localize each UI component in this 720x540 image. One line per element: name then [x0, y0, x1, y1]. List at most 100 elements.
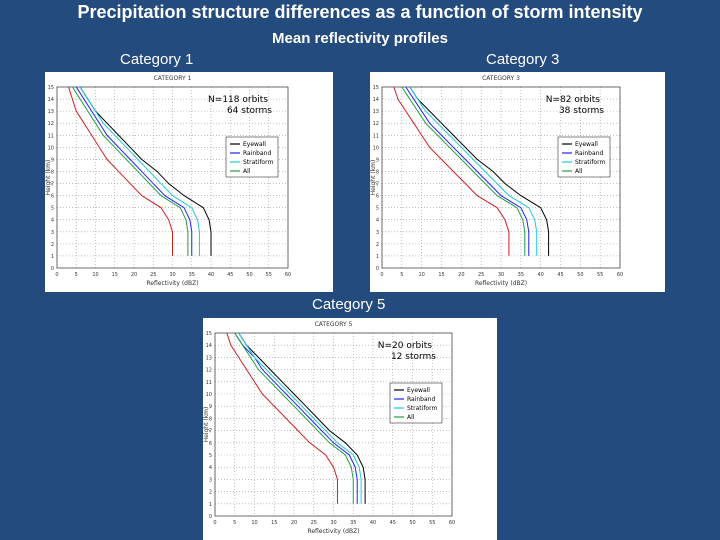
- profile-line: [71, 86, 189, 256]
- y-tick-label: 8: [51, 169, 54, 175]
- legend-label: Eyewall: [407, 387, 430, 394]
- y-axis-label: Height (km): [203, 407, 210, 443]
- legend-label: Rainband: [407, 396, 435, 403]
- x-tick-label: 35: [189, 272, 195, 278]
- y-tick-label: 6: [376, 194, 379, 200]
- y-tick-label: 10: [373, 145, 379, 151]
- x-tick-label: 40: [208, 272, 214, 278]
- chart-panel: CATEGORY 10 5 10 15 20 25 30 35 40 45 50 55 60012345…: [45, 72, 333, 292]
- y-tick-label: 0: [51, 266, 54, 272]
- x-tick-label: 60: [449, 520, 455, 526]
- legend-label: Stratiform: [407, 405, 437, 412]
- plot-frame: [381, 86, 621, 269]
- y-tick-label: 7: [376, 182, 379, 188]
- y-tick-label: 11: [373, 133, 379, 139]
- y-tick-label: 15: [373, 85, 379, 91]
- x-tick-label: 35: [350, 520, 356, 526]
- x-axis-label: Reflectivity (dBZ): [307, 528, 359, 535]
- x-tick-label: 0: [380, 272, 383, 278]
- x-tick-label: 45: [227, 272, 233, 278]
- y-tick-label: 3: [209, 477, 212, 483]
- y-tick-label: 7: [209, 429, 212, 435]
- plot-frame: [214, 332, 453, 517]
- x-tick-label: 35: [518, 272, 524, 278]
- y-tick-label: 7: [51, 182, 54, 188]
- profile-line: [234, 332, 358, 504]
- x-tick-label: 55: [266, 272, 272, 278]
- slide-subtitle: Mean reflectivity profiles: [272, 30, 448, 47]
- y-tick-label: 10: [206, 392, 212, 398]
- x-axis-label: Reflectivity (dBZ): [146, 280, 198, 287]
- legend-label: Eyewall: [575, 141, 598, 148]
- plot-frame: [56, 86, 289, 269]
- y-tick-label: 1: [51, 254, 54, 260]
- y-tick-label: 10: [48, 145, 54, 151]
- legend-label: All: [575, 168, 583, 175]
- annotation: 12 storms: [391, 352, 436, 362]
- y-tick-label: 9: [209, 404, 212, 410]
- profile-line: [405, 86, 530, 256]
- y-tick-label: 9: [376, 157, 379, 163]
- x-tick-label: 45: [390, 520, 396, 526]
- profile-line: [409, 86, 538, 256]
- y-axis-label: Height (km): [45, 160, 52, 196]
- profile-line: [238, 332, 366, 504]
- x-tick-label: 25: [150, 272, 156, 278]
- y-tick-label: 15: [206, 331, 212, 337]
- profile-line: [226, 332, 338, 504]
- legend-label: All: [243, 168, 251, 175]
- profile-line: [409, 86, 550, 256]
- x-tick-label: 60: [617, 272, 623, 278]
- y-tick-label: 11: [48, 133, 54, 139]
- x-tick-label: 5: [75, 272, 78, 278]
- chart-title: CATEGORY 3: [482, 75, 520, 82]
- x-tick-label: 20: [458, 272, 464, 278]
- annotation: 64 storms: [227, 106, 272, 116]
- x-tick-label: 50: [409, 520, 415, 526]
- x-tick-label: 0: [213, 520, 216, 526]
- y-tick-label: 14: [206, 343, 212, 349]
- y-tick-label: 6: [51, 194, 54, 200]
- x-tick-label: 10: [251, 520, 257, 526]
- slide-title: Precipitation structure differences as a…: [77, 2, 643, 22]
- y-tick-label: 4: [209, 465, 212, 471]
- y-tick-label: 5: [376, 206, 379, 212]
- chart-title: CATEGORY 5: [315, 321, 353, 328]
- annotation: N=82 orbits: [546, 95, 601, 105]
- y-tick-label: 1: [376, 254, 379, 260]
- y-tick-label: 15: [48, 85, 54, 91]
- profile-line: [234, 332, 354, 504]
- y-tick-label: 2: [376, 242, 379, 248]
- y-tick-label: 11: [206, 380, 212, 386]
- chart-panel: CATEGORY 50 5 10 15 20 25 30 35 40 45 50 55 60012345…: [203, 318, 497, 540]
- profile-line: [393, 86, 510, 256]
- y-tick-label: 14: [48, 97, 54, 103]
- y-tick-label: 4: [376, 218, 379, 224]
- profile-line: [79, 86, 212, 256]
- x-axis-label: Reflectivity (dBZ): [475, 280, 527, 287]
- x-tick-label: 5: [233, 520, 236, 526]
- profile-line: [68, 86, 173, 256]
- x-tick-label: 20: [291, 520, 297, 526]
- y-axis-label: Height (km): [370, 160, 377, 196]
- legend-label: Rainband: [575, 150, 603, 157]
- x-tick-label: 25: [311, 520, 317, 526]
- y-tick-label: 13: [48, 109, 54, 115]
- x-tick-label: 50: [577, 272, 583, 278]
- y-tick-label: 0: [376, 266, 379, 272]
- x-tick-label: 15: [271, 520, 277, 526]
- x-tick-label: 40: [537, 272, 543, 278]
- y-tick-label: 14: [373, 97, 379, 103]
- x-tick-label: 5: [400, 272, 403, 278]
- profile-line: [238, 332, 362, 504]
- x-tick-label: 10: [418, 272, 424, 278]
- x-tick-label: 15: [112, 272, 118, 278]
- y-tick-label: 12: [48, 121, 54, 127]
- x-tick-label: 50: [246, 272, 252, 278]
- y-tick-label: 6: [209, 441, 212, 447]
- x-tick-label: 25: [478, 272, 484, 278]
- annotation: 38 storms: [559, 106, 604, 116]
- x-tick-label: 30: [330, 520, 336, 526]
- x-tick-label: 30: [498, 272, 504, 278]
